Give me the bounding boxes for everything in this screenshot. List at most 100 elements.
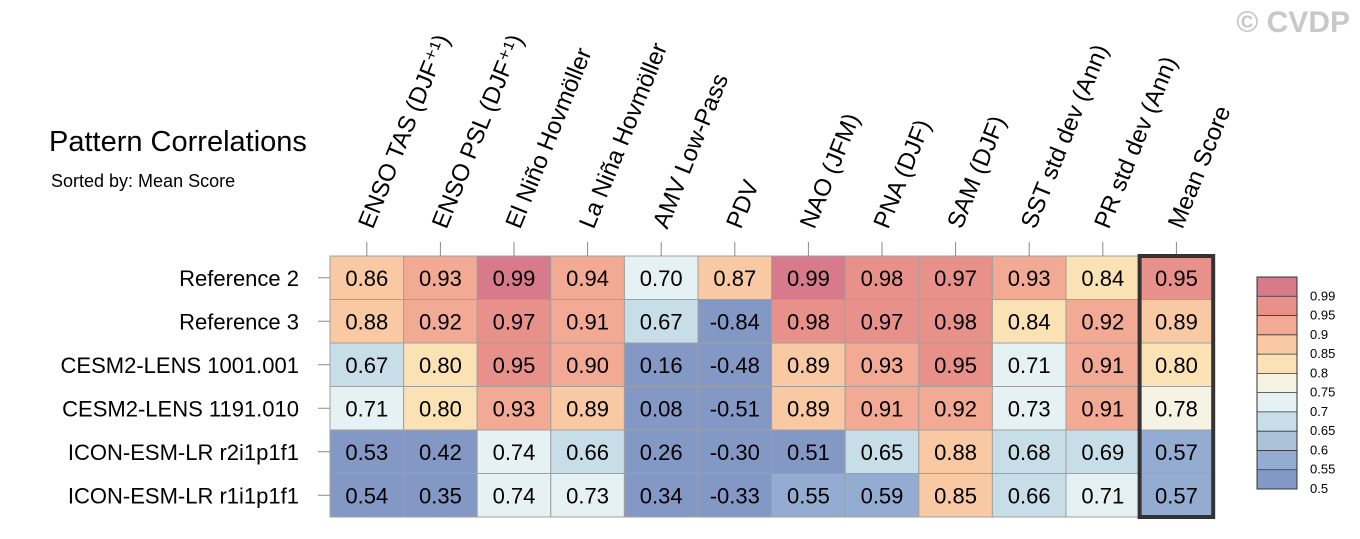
heatmap-cell — [771, 429, 846, 474]
cell-value: 0.34 — [640, 483, 683, 508]
column-labels: ENSO TAS (DJF⁺¹)ENSO PSL (DJF⁺¹)El Niño … — [353, 31, 1236, 256]
cell-value: 0.88 — [934, 440, 977, 465]
cell-value: 0.89 — [787, 396, 830, 421]
cell-value: 0.94 — [566, 266, 609, 291]
cell-value: 0.84 — [1008, 309, 1051, 334]
colorbar-tick-label: 0.95 — [1310, 308, 1335, 323]
cell-value: 0.55 — [787, 483, 830, 508]
cell-value: 0.91 — [1081, 353, 1124, 378]
cell-value: 0.89 — [787, 353, 830, 378]
cell-value: 0.66 — [1008, 483, 1051, 508]
colorbar-swatch — [1257, 296, 1297, 316]
colorbar-tick-label: 0.9 — [1310, 327, 1328, 342]
cell-value: 0.95 — [1155, 266, 1198, 291]
row-label: Reference 2 — [179, 266, 299, 291]
colorbar-tick-label: 0.85 — [1310, 346, 1335, 361]
heatmap-cell — [550, 386, 625, 431]
cell-value: 0.93 — [419, 266, 462, 291]
cell-value: 0.69 — [1081, 440, 1124, 465]
heatmap-cell — [991, 299, 1067, 344]
colorbar-swatch — [1257, 277, 1297, 297]
colorbar-swatch — [1257, 354, 1297, 374]
row-label: CESM2-LENS 1001.001 — [61, 353, 299, 378]
heatmap-cell — [329, 386, 405, 431]
colorbar-tick-label: 0.65 — [1310, 423, 1335, 438]
cell-value: 0.80 — [419, 353, 462, 378]
row-label: CESM2-LENS 1191.010 — [62, 396, 299, 421]
heatmap-cell — [403, 473, 478, 518]
cell-value: 0.91 — [566, 309, 609, 334]
heatmap-cell — [844, 429, 920, 474]
heatmap-cell — [550, 342, 625, 387]
cell-value: 0.80 — [1155, 353, 1198, 378]
heatmap-cell — [623, 429, 699, 474]
heatmap-cell — [1065, 429, 1141, 474]
cell-value: 0.73 — [566, 483, 609, 508]
heatmap-cell — [844, 255, 920, 300]
cell-value: 0.89 — [566, 396, 609, 421]
colorbar-swatch — [1257, 315, 1297, 335]
cell-value: 0.71 — [345, 396, 388, 421]
cell-value: 0.35 — [419, 483, 462, 508]
cell-value: 0.42 — [419, 440, 462, 465]
heatmap-cell — [844, 473, 920, 518]
cell-value: 0.74 — [493, 440, 536, 465]
cell-value: 0.16 — [640, 353, 683, 378]
cell-value: 0.95 — [493, 353, 536, 378]
cell-value: -0.51 — [710, 396, 760, 421]
heatmap-cell — [476, 429, 552, 474]
cell-value: 0.97 — [493, 309, 536, 334]
heatmap-cell — [403, 255, 478, 300]
watermark: © CVDP — [1236, 6, 1350, 39]
colorbar-swatch — [1257, 469, 1297, 489]
colorbar-tick-label: 0.75 — [1310, 385, 1335, 400]
cell-value: 0.57 — [1155, 483, 1198, 508]
heatmap-cell — [697, 429, 773, 474]
cell-value: -0.48 — [710, 353, 760, 378]
cell-value: -0.84 — [710, 309, 760, 334]
heatmap-cell — [1065, 386, 1141, 431]
highlight-border — [1137, 254, 1216, 519]
heatmap-cell — [403, 299, 478, 344]
heatmap-cell — [991, 386, 1067, 431]
heatmap-cell — [844, 299, 920, 344]
colorbar-tick-label: 0.6 — [1310, 442, 1328, 457]
row-labels: Reference 2 Reference 3 CESM2-LENS 1001.00… — [61, 266, 330, 508]
heatmap-cell — [623, 299, 699, 344]
heatmap-cell — [329, 255, 405, 300]
cell-value: 0.92 — [419, 309, 462, 334]
row-label: ICON-ESM-LR r2i1p1f1 — [68, 440, 299, 465]
colorbar: 0.99 0.95 0.9 0.85 0.8 0.75 0.7 0.65 0.6 0.55 0.5 — [1256, 276, 1335, 496]
column-label: PDV — [721, 176, 765, 232]
colorbar-tick-label: 0.8 — [1310, 365, 1328, 380]
cell-value: 0.78 — [1155, 396, 1198, 421]
cell-value: 0.68 — [1008, 440, 1051, 465]
heatmap-cell — [771, 473, 846, 518]
column-label: NAO (JFM) — [795, 110, 865, 233]
heatmap-cell — [771, 342, 846, 387]
heatmap-cell — [771, 386, 846, 431]
chart-title: Pattern Correlations — [49, 126, 307, 158]
cell-value: 0.26 — [640, 440, 683, 465]
cell-value: 0.93 — [493, 396, 536, 421]
colorbar-swatch — [1257, 411, 1297, 432]
cell-value: 0.93 — [1008, 266, 1051, 291]
cell-value-labels: 0.86 0.93 0.99 0.94 0.70 0.87 0.99 0.98 0.97 0.93… — [345, 266, 1197, 509]
column-label: AMV Low-Pass — [648, 70, 734, 232]
cell-value: 0.71 — [1081, 483, 1124, 508]
cell-value: 0.67 — [345, 353, 388, 378]
heatmap-cell — [329, 473, 405, 518]
heatmap-cell — [476, 386, 552, 431]
cell-value: 0.91 — [1081, 396, 1124, 421]
cell-value: 0.54 — [345, 483, 388, 508]
cell-value: 0.89 — [1155, 309, 1198, 334]
heatmap-cell — [991, 473, 1067, 518]
cell-value: 0.88 — [345, 309, 388, 334]
cell-value: 0.97 — [934, 266, 977, 291]
heatmap-cell — [918, 473, 993, 518]
heatmap-cell — [991, 255, 1067, 300]
cell-value: 0.95 — [934, 353, 977, 378]
colorbar-tick-label: 0.5 — [1310, 481, 1328, 496]
heatmap-cell — [403, 429, 478, 474]
